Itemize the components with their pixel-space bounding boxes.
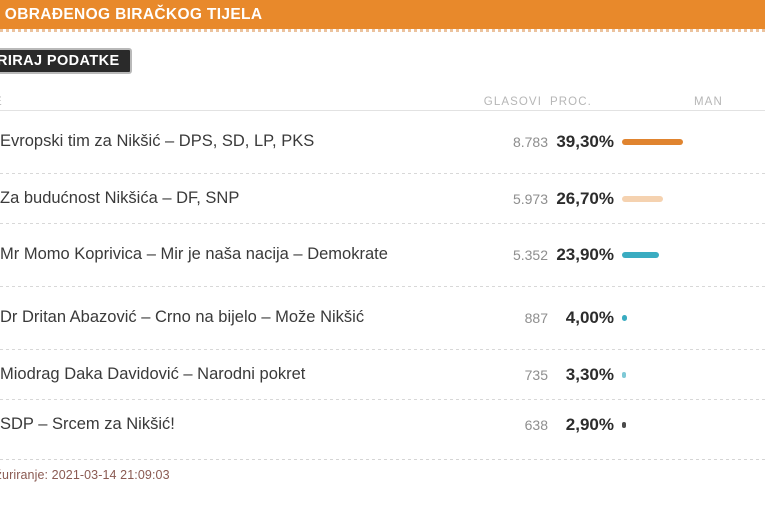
percent-bar-cell [620,371,698,378]
party-name: Miodrag Daka Davidović – Narodni pokret [0,364,306,383]
percent-bar-cell [620,315,698,321]
percent-value: 2,90% [565,414,614,434]
table-row[interactable]: SDP – Srcem za Nikšić! 638 2,90% [0,400,765,449]
percent-value: 26,70% [556,188,614,208]
vote-count: 887 [524,310,548,326]
party-name: Za budućnost Nikšića – DF, SNP [0,188,240,207]
party-name: SDP – Srcem za Nikšić! [0,414,175,433]
table-header-row: E GLASOVI PROC. MAN [0,86,765,110]
percent-bar [622,195,663,202]
vote-count: 735 [524,366,548,383]
table-body: Evropski tim za Nikšić – DPS, SD, LP, PK… [0,111,765,449]
percent-bar [622,315,627,321]
percent-bar [622,139,683,145]
table-row[interactable]: Dr Dritan Abazović – Crno na bijelo – Mo… [0,287,765,349]
percent-value: 3,30% [565,364,614,384]
percent-bar [622,421,626,428]
row-divider [0,349,765,350]
banner-underline [0,29,765,32]
row-divider [0,399,765,400]
party-name: Dr Dritan Abazović – Crno na bijelo – Mo… [0,308,365,327]
percent-bar [622,252,659,258]
refresh-data-button[interactable]: AŽURIRAJ PODATKE [0,48,132,74]
row-divider [0,223,765,224]
table-row[interactable]: Evropski tim za Nikšić – DPS, SD, LP, PK… [0,111,765,173]
table-row[interactable]: Miodrag Daka Davidović – Narodni pokret 7… [0,350,765,399]
percent-processed-banner: % OBRAĐENOG BIRAČKOG TIJELA [0,0,765,29]
column-header-name: E [0,96,464,108]
table-row[interactable]: Za budućnost Nikšića – DF, SNP 5.973 26,70… [0,174,765,223]
footer-divider [0,459,765,460]
vote-count: 5.352 [512,247,548,263]
column-header-percent: PROC. [550,96,592,108]
party-name: Mr Momo Koprivica – Mir je naša nacija –… [0,245,388,264]
last-update-label: e ažuriranje: 2021-03-14 21:09:03 [0,468,170,482]
vote-count: 638 [524,416,548,433]
party-name: Evropski tim za Nikšić – DPS, SD, LP, PK… [0,132,315,151]
vote-count: 5.973 [512,190,548,207]
table-header-divider [0,110,765,111]
percent-bar-cell [620,252,698,258]
banner-title: % OBRAĐENOG BIRAČKOG TIJELA [0,5,263,23]
row-divider [0,173,765,174]
percent-value: 4,00% [565,308,614,327]
percent-bar-cell [620,195,698,202]
results-table: E GLASOVI PROC. MAN Evropski tim za Nikš… [0,86,765,449]
column-header-mandates: MAN [694,96,723,108]
percent-bar [622,371,626,378]
percent-value: 23,90% [556,245,614,264]
percent-bar-cell [620,139,698,145]
row-divider [0,286,765,287]
table-row[interactable]: Mr Momo Koprivica – Mir je naša nacija –… [0,224,765,286]
column-header-votes: GLASOVI [483,96,542,108]
percent-value: 39,30% [556,132,614,151]
vote-count: 8.783 [512,134,548,150]
percent-bar-cell [620,421,698,428]
